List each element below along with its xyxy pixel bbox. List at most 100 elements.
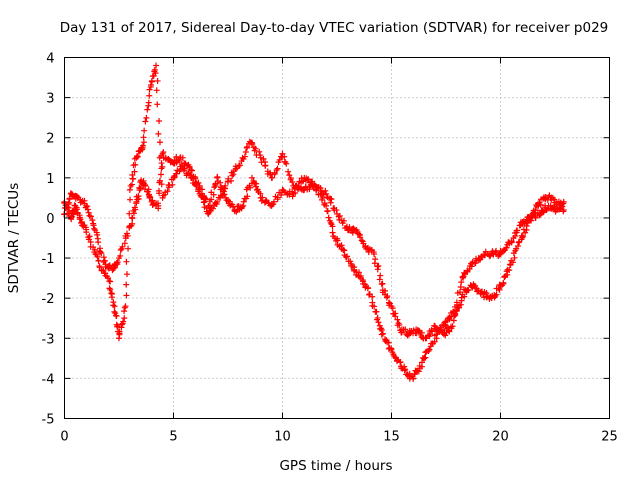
- data-point: [153, 87, 160, 94]
- data-point: [158, 160, 165, 167]
- data-point: [123, 292, 130, 299]
- data-point: [226, 198, 233, 205]
- data-point: [511, 254, 518, 261]
- data-point: [260, 155, 267, 162]
- data-point: [87, 213, 94, 220]
- data-point: [389, 305, 396, 312]
- data-point: [121, 304, 128, 311]
- data-point: [519, 233, 526, 240]
- data-point: [378, 331, 385, 338]
- data-point: [155, 130, 162, 137]
- data-point: [371, 303, 378, 310]
- data-point: [535, 200, 542, 207]
- data-point: [90, 222, 97, 229]
- data-point: [202, 195, 209, 202]
- data-point: [433, 331, 440, 338]
- data-point: [410, 375, 417, 382]
- data-point: [165, 155, 172, 162]
- data-point: [501, 273, 508, 280]
- data-points: [61, 62, 567, 382]
- data-point: [143, 114, 150, 121]
- data-point: [357, 234, 364, 241]
- data-point: [458, 279, 465, 286]
- data-point: [113, 313, 120, 320]
- data-point: [327, 199, 334, 206]
- data-point: [146, 86, 153, 93]
- data-point: [422, 354, 429, 361]
- data-point: [396, 321, 403, 328]
- data-point: [161, 191, 168, 198]
- data-point: [158, 165, 165, 172]
- data-point: [156, 177, 163, 184]
- data-point: [218, 184, 225, 191]
- data-point: [257, 154, 264, 161]
- data-point: [514, 243, 521, 250]
- data-point: [448, 313, 455, 320]
- data-point: [271, 198, 278, 205]
- data-point: [126, 186, 133, 193]
- data-point: [252, 145, 259, 152]
- data-point: [129, 181, 136, 188]
- data-point: [311, 181, 318, 188]
- data-point: [294, 185, 301, 192]
- data-point: [119, 243, 126, 250]
- data-point: [146, 92, 153, 99]
- data-point: [551, 196, 558, 203]
- data-point: [351, 264, 358, 271]
- data-point: [221, 191, 228, 198]
- data-point: [117, 246, 124, 253]
- data-point: [129, 172, 136, 179]
- data-point: [156, 139, 163, 146]
- data-point: [134, 152, 141, 159]
- data-point: [379, 330, 386, 337]
- data-point: [118, 321, 125, 328]
- data-point: [388, 346, 395, 353]
- data-point: [555, 198, 562, 205]
- data-point: [493, 291, 500, 298]
- data-point: [415, 327, 422, 334]
- data-point: [519, 234, 526, 241]
- data-point: [503, 244, 510, 251]
- x-tick-label: 5: [169, 430, 177, 445]
- x-axis-label: GPS time / hours: [279, 458, 392, 474]
- data-point: [113, 259, 120, 266]
- data-point: [108, 290, 115, 297]
- data-point: [123, 281, 130, 288]
- data-point: [89, 217, 96, 224]
- data-point: [126, 224, 133, 231]
- data-point: [358, 237, 365, 244]
- x-tick-label: 10: [274, 430, 291, 445]
- data-point: [445, 315, 452, 322]
- data-point: [116, 328, 123, 335]
- data-point: [189, 174, 196, 181]
- data-point: [242, 148, 249, 155]
- data-point: [85, 209, 92, 216]
- data-point: [154, 77, 161, 84]
- data-point: [111, 303, 118, 310]
- data-point: [129, 214, 136, 221]
- data-point: [97, 248, 104, 255]
- data-point: [500, 279, 507, 286]
- data-point: [122, 303, 129, 310]
- data-point: [155, 187, 162, 194]
- data-point: [394, 316, 401, 323]
- data-point: [458, 297, 465, 304]
- data-point: [374, 266, 381, 273]
- data-point: [83, 229, 90, 236]
- data-point: [86, 233, 93, 240]
- data-point: [438, 327, 445, 334]
- y-tick-label: 1: [46, 172, 54, 187]
- data-point: [304, 176, 311, 183]
- data-point: [91, 246, 98, 253]
- data-point: [124, 232, 131, 239]
- data-point: [366, 291, 373, 298]
- data-point: [496, 286, 503, 293]
- data-point: [84, 206, 91, 213]
- data-point: [228, 177, 235, 184]
- data-point: [244, 193, 251, 200]
- data-point: [188, 167, 195, 174]
- data-point: [314, 184, 321, 191]
- data-point: [105, 275, 112, 282]
- data-point: [256, 148, 263, 155]
- data-point: [323, 202, 330, 209]
